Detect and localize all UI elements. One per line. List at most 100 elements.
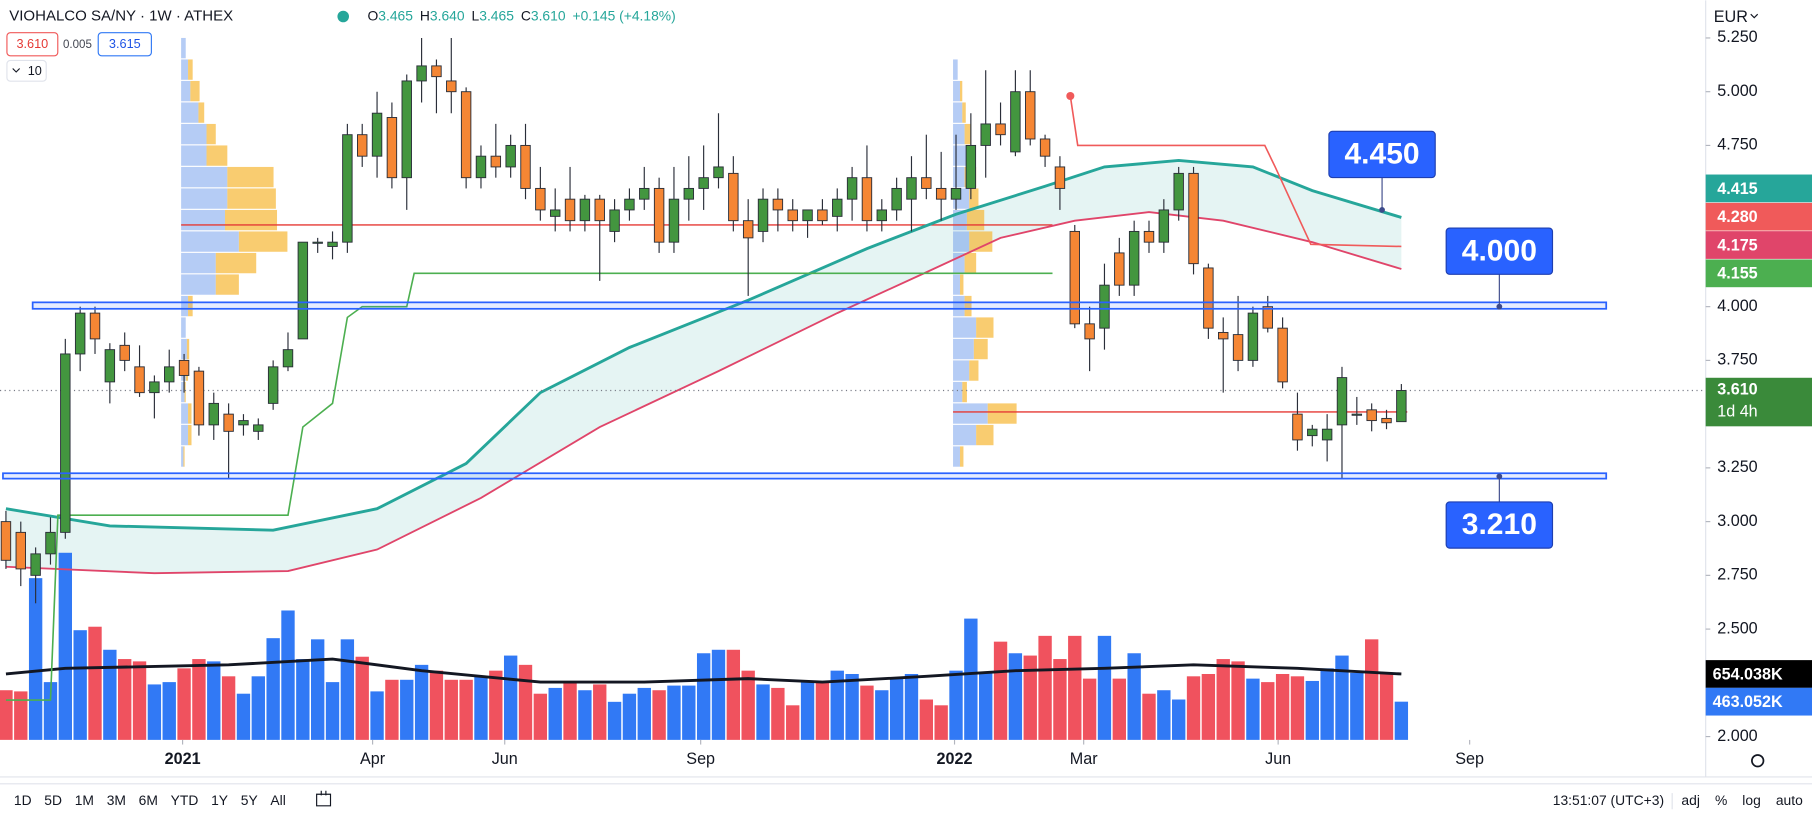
candle-body: [935, 187, 947, 200]
candle-body: [15, 531, 26, 570]
profile-down: [962, 381, 967, 403]
range-button[interactable]: 6M: [139, 792, 158, 808]
profile-down: [969, 231, 993, 252]
volume-bar: [325, 682, 340, 740]
candle-body: [460, 91, 472, 179]
candle-body: [327, 241, 338, 247]
volume-bar: [622, 693, 637, 740]
volume-bar: [14, 691, 28, 740]
range-button[interactable]: 5D: [44, 792, 62, 808]
profile-up: [953, 252, 965, 274]
range-button[interactable]: 3M: [107, 792, 126, 808]
profile-down: [959, 446, 964, 467]
profile-up: [181, 381, 185, 403]
gear[interactable]: [1751, 754, 1765, 768]
profile-up: [953, 295, 965, 317]
candle-body: [490, 155, 502, 168]
indicator-line: [1069, 95, 1402, 248]
y-tick-label: 2.750: [1717, 566, 1757, 584]
volume-bar: [860, 685, 874, 740]
profile-down: [190, 80, 200, 102]
scale-option[interactable]: %: [1715, 792, 1727, 808]
candle-body: [594, 198, 605, 222]
bid-box[interactable]: [6, 32, 59, 57]
scale-option[interactable]: log: [1742, 792, 1760, 808]
range-button[interactable]: All: [270, 792, 285, 808]
profile-down: [964, 123, 971, 145]
y-tick-label: 3.000: [1717, 512, 1757, 530]
profile-down: [962, 102, 966, 123]
candle-body: [1188, 172, 1199, 265]
range-button[interactable]: 1M: [75, 792, 94, 808]
candle-body: [995, 123, 1006, 136]
annotations: 4.450 4.000 3.210: [1328, 130, 1554, 549]
callout-point: [1379, 207, 1385, 213]
range-button[interactable]: YTD: [171, 792, 199, 808]
range-button[interactable]: 1D: [14, 792, 32, 808]
profile-up: [181, 166, 228, 188]
range-button[interactable]: 1Y: [211, 792, 228, 808]
volume-bar: [221, 676, 236, 740]
price-badge: [1705, 259, 1812, 288]
candle-body: [1351, 413, 1363, 416]
volume-bar: [1068, 635, 1082, 740]
volume-bar: [1231, 661, 1245, 740]
axes: 5.250 5.000 4.750 4.000 3.750 3.250 3.000 2.750…: [165, 28, 1812, 768]
candle-body: [1232, 334, 1244, 361]
volume-bar: [696, 653, 711, 740]
plot-area: 4.450 4.000 3.210: [0, 37, 1706, 740]
candle-body: [1321, 428, 1333, 441]
profile-down: [206, 145, 228, 166]
toolbar: 1D 5D 1M 3M 6M YTD 1Y 5Y All 13:51:07 (UTC+3) adj%…: [14, 792, 1803, 810]
ohlc-value: 3.610: [531, 7, 566, 23]
callout-point: [1496, 303, 1503, 310]
scale-option[interactable]: auto: [1776, 792, 1803, 808]
volume-bar: [800, 682, 815, 740]
profile-down: [227, 166, 274, 188]
candle-body: [1396, 390, 1407, 423]
x-tick-label: 2021: [165, 750, 201, 768]
profile-up: [181, 295, 189, 317]
candle-body: [579, 198, 591, 222]
candle-body: [74, 312, 86, 355]
candle-body: [312, 241, 323, 244]
price-badge-label: 4.280: [1717, 208, 1757, 226]
currency[interactable]: EUR: [1714, 8, 1748, 26]
profile-up: [953, 123, 965, 145]
zones: [2, 301, 1608, 480]
profile-up: [953, 231, 970, 252]
ask-box[interactable]: [97, 32, 152, 57]
volume-bar: [578, 690, 592, 740]
candle-body: [164, 366, 175, 383]
range-button[interactable]: 5Y: [241, 792, 258, 808]
date-range-icon[interactable]: [316, 790, 332, 807]
callout-box: [1328, 130, 1436, 179]
volume-bar: [756, 684, 770, 740]
volume-bar: [518, 664, 533, 740]
volume-bar: [815, 682, 830, 740]
price-badge: [1705, 202, 1812, 231]
y-tick-label: 4.000: [1717, 297, 1757, 315]
candle-body: [1143, 230, 1155, 243]
profile-down: [227, 188, 276, 209]
candle-body: [446, 80, 457, 93]
scale-option[interactable]: adj: [1681, 792, 1700, 808]
volume-bar: [1246, 678, 1260, 740]
candle-body: [549, 209, 561, 217]
settings-icon[interactable]: [1751, 754, 1765, 768]
candle-body: [119, 344, 130, 361]
indicator-toggle[interactable]: [6, 59, 47, 82]
candle-body: [965, 144, 977, 189]
volume-bar: [1112, 678, 1126, 740]
bid: 3.610: [16, 36, 48, 51]
candle-body: [282, 349, 294, 368]
ohlc-value: 3.465: [479, 7, 514, 23]
volume-bar: [118, 659, 132, 740]
volume-bar: [979, 672, 993, 740]
volume-bar: [548, 687, 562, 740]
candle-body: [357, 134, 368, 157]
profile-down: [198, 102, 205, 123]
candle-body: [846, 177, 858, 200]
volume-bar: [786, 705, 800, 740]
candle-body: [1173, 172, 1184, 211]
